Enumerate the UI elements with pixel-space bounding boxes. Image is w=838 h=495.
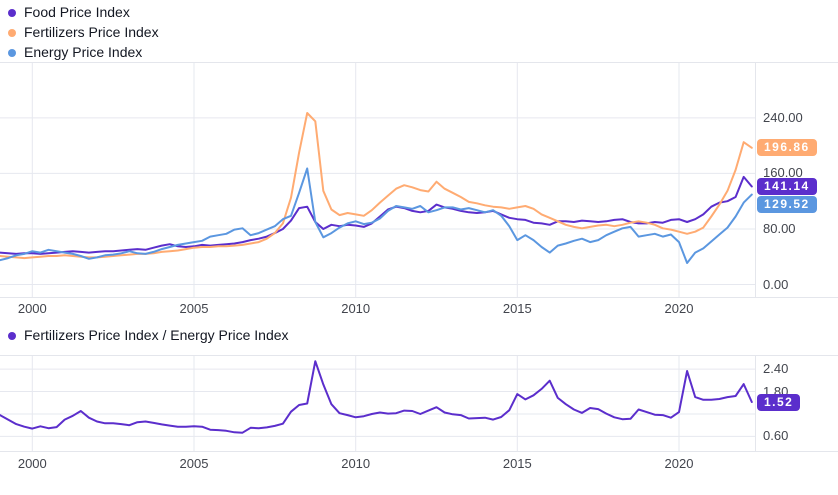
main-price-chart[interactable]: 196.86 141.14 129.52 240.00 160.00 80.00 0.… bbox=[0, 62, 838, 298]
x-tick-label: 2000 bbox=[17, 301, 47, 316]
x-tick-label: 2010 bbox=[341, 301, 371, 316]
ratio-price-badge: 1.52 bbox=[757, 394, 801, 411]
energy-series-dot-icon bbox=[8, 48, 16, 57]
x-tick-label: 2000 bbox=[17, 456, 47, 471]
main-chart-svg[interactable] bbox=[0, 63, 755, 297]
fertilizers-series-dot-icon bbox=[8, 28, 16, 37]
y-tick-label: 160.00 bbox=[763, 165, 803, 181]
ratio-x-axis[interactable]: 2000 2005 2010 2015 2020 bbox=[0, 456, 755, 474]
y-tick-label: 2.40 bbox=[763, 361, 789, 377]
x-tick-label: 2010 bbox=[341, 456, 371, 471]
legend-label-food: Food Price Index bbox=[24, 4, 130, 20]
x-tick-label: 2020 bbox=[664, 456, 694, 471]
main-x-axis[interactable]: 2000 2005 2010 2015 2020 bbox=[0, 301, 755, 319]
ratio-chart[interactable]: 1.52 2.40 1.80 0.60 bbox=[0, 355, 838, 452]
x-tick-label: 2005 bbox=[179, 301, 209, 316]
legend-item-food[interactable]: Food Price Index bbox=[8, 4, 159, 21]
legend-item-energy[interactable]: Energy Price Index bbox=[8, 44, 159, 61]
y-tick-label: 0.60 bbox=[763, 428, 789, 444]
y-tick-label: 0.00 bbox=[763, 276, 789, 292]
x-tick-label: 2020 bbox=[664, 301, 694, 316]
legend-label-energy: Energy Price Index bbox=[24, 44, 143, 60]
main-y-axis[interactable]: 196.86 141.14 129.52 240.00 160.00 80.00 0.… bbox=[755, 63, 838, 297]
legend-top: Food Price Index Fertilizers Price Index… bbox=[8, 4, 159, 61]
fertilizers-price-badge: 196.86 bbox=[757, 139, 817, 156]
x-tick-label: 2015 bbox=[502, 301, 532, 316]
legend-item-ratio[interactable]: Fertilizers Price Index / Energy Price I… bbox=[8, 327, 289, 344]
x-tick-label: 2015 bbox=[502, 456, 532, 471]
y-tick-label: 80.00 bbox=[763, 220, 796, 236]
food-series-dot-icon bbox=[8, 8, 16, 17]
y-tick-label: 240.00 bbox=[763, 109, 803, 125]
energy-price-badge: 129.52 bbox=[757, 196, 817, 213]
legend-ratio: Fertilizers Price Index / Energy Price I… bbox=[8, 327, 289, 344]
legend-label-ratio: Fertilizers Price Index / Energy Price I… bbox=[24, 327, 289, 343]
ratio-chart-svg[interactable] bbox=[0, 356, 755, 451]
legend-label-fertilizers: Fertilizers Price Index bbox=[24, 24, 159, 40]
x-tick-label: 2005 bbox=[179, 456, 209, 471]
legend-item-fertilizers[interactable]: Fertilizers Price Index bbox=[8, 24, 159, 41]
food-price-badge: 141.14 bbox=[757, 178, 817, 195]
ratio-y-axis[interactable]: 1.52 2.40 1.80 0.60 bbox=[755, 356, 838, 451]
ratio-series-dot-icon bbox=[8, 331, 16, 340]
